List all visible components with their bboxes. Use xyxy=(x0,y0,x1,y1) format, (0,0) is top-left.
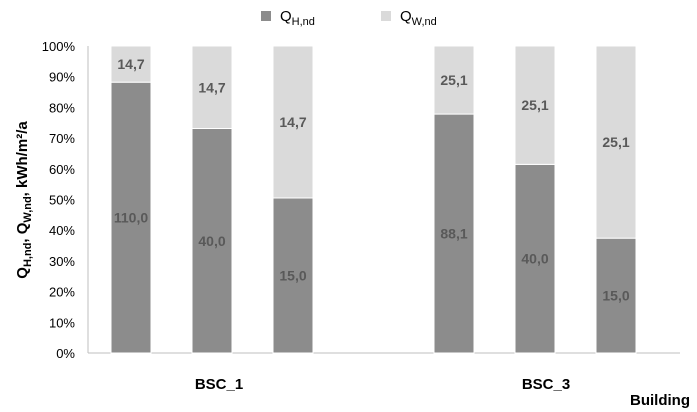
legend-swatch-water xyxy=(381,11,391,21)
y-axis-title: QH,nd, QW,nd, kWh/m²/a xyxy=(14,121,34,279)
bars-layer: 110,0 14,7 40,0 14,7 15,0 14,7 88,1 25,1 40,0 25,… xyxy=(110,45,637,354)
y-tick-label: 50% xyxy=(49,193,75,208)
group-label-bsc3: BSC_3 xyxy=(522,376,570,393)
y-tick-label: 10% xyxy=(49,315,75,330)
bar-segment-heating xyxy=(272,197,314,354)
data-label-heating: 40,0 xyxy=(198,233,225,249)
y-tick-label: 30% xyxy=(49,254,75,269)
bar-segment-water xyxy=(191,45,233,130)
group-label-bsc1: BSC_1 xyxy=(195,376,243,393)
bar-segment-water xyxy=(595,45,637,239)
data-label-water: 25,1 xyxy=(602,134,629,150)
data-label-water: 25,1 xyxy=(521,97,548,113)
bar-segment-heating xyxy=(514,163,556,354)
legend-swatch-heating xyxy=(261,11,271,21)
y-tick-label: 80% xyxy=(49,100,75,115)
x-axis-title: Building xyxy=(630,392,690,409)
bar-segment-heating xyxy=(433,113,475,354)
data-label-water: 14,7 xyxy=(198,79,225,95)
bar-segment-water xyxy=(110,45,152,83)
data-label-heating: 15,0 xyxy=(279,267,306,283)
y-tick-label: 20% xyxy=(49,285,75,300)
y-axis-ticks: 0% 10% 20% 30% 40% 50% 60% 70% 80% 90% 100% xyxy=(42,39,76,361)
legend-label-water: QW,nd xyxy=(400,8,437,28)
data-label-water: 14,7 xyxy=(117,56,144,72)
y-tick-label: 90% xyxy=(49,70,75,85)
y-tick-label: 40% xyxy=(49,223,75,238)
legend: QH,nd QW,nd xyxy=(261,8,437,28)
data-label-water: 25,1 xyxy=(440,72,467,88)
bar-segment-water xyxy=(272,45,314,199)
data-label-water: 14,7 xyxy=(279,114,306,130)
bar-segment-water xyxy=(514,45,556,165)
data-label-heating: 40,0 xyxy=(521,251,548,267)
y-tick-label: 70% xyxy=(49,131,75,146)
data-label-heating: 110,0 xyxy=(114,210,148,226)
bar-segment-heating xyxy=(595,237,637,354)
bar-segment-water xyxy=(433,45,475,115)
legend-label-heating: QH,nd xyxy=(280,8,315,28)
data-label-heating: 88,1 xyxy=(440,226,467,242)
y-tick-label: 0% xyxy=(56,346,75,361)
y-tick-label: 60% xyxy=(49,162,75,177)
bar-segment-heating xyxy=(191,128,233,354)
y-tick-label: 100% xyxy=(42,39,76,54)
data-label-heating: 15,0 xyxy=(602,288,629,304)
bar-segment-heating xyxy=(110,81,152,354)
